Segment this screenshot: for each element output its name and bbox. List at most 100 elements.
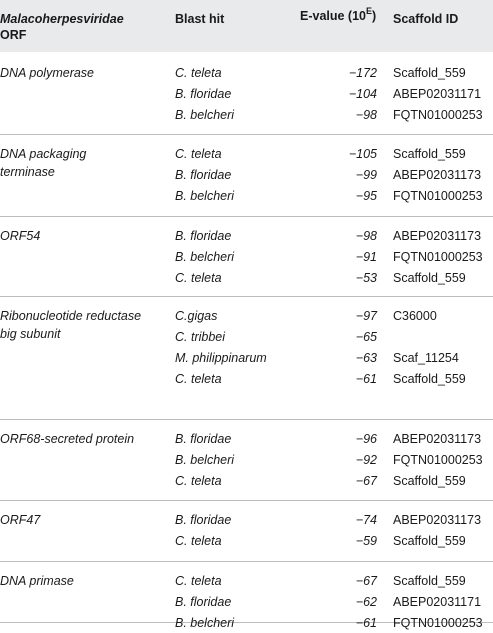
orf-name-line: ORF47 (0, 513, 41, 527)
orf-name-line: big subunit (0, 327, 61, 341)
table-row: C. teleta −59 Scaffold_559 (0, 531, 493, 551)
table-group: ORF68-secreted protein B. floridae −96 ABEP… (0, 419, 493, 501)
blast-hit-cell: C. teleta (175, 574, 222, 588)
evalue-cell: −95 (355, 189, 377, 203)
orf-name-line: DNA polymerase (0, 66, 95, 80)
blast-hit-cell: C. teleta (175, 534, 222, 548)
evalue-cell: −65 (355, 330, 377, 344)
header-evalue-sup: E (366, 5, 373, 16)
header-evalue: E-value (10E) (300, 5, 376, 24)
table-row: C. teleta −105 Scaffold_559 (0, 144, 493, 164)
blast-hit-cell: B. belcheri (175, 616, 235, 630)
scaffold-id-cell: FQTN01000253 (393, 108, 483, 122)
blast-hit-cell: C. teleta (175, 474, 222, 488)
table-row: B. floridae −99 ABEP02031173 (0, 165, 493, 185)
scaffold-id-cell: Scaffold_559 (393, 271, 466, 285)
blast-hit-cell: B. floridae (175, 432, 232, 446)
orf-name: Ribonucleotide reductase big subunit (0, 307, 170, 343)
scaffold-id-cell: FQTN01000253 (393, 189, 483, 203)
blast-hit-cell: B. floridae (175, 168, 232, 182)
table-group: ORF47 B. floridae −74 ABEP02031173 C. teleta… (0, 500, 493, 562)
table-row: C. teleta −67 Scaffold_559 (0, 571, 493, 591)
table-row: C. teleta −67 Scaffold_559 (0, 471, 493, 491)
evalue-cell: −105 (348, 147, 377, 161)
scaffold-id-cell: Scaffold_559 (393, 574, 466, 588)
header-scaffold-id: Scaffold ID (393, 12, 459, 26)
scaffold-id-cell: Scaffold_559 (393, 66, 466, 80)
scaffold-id-cell: ABEP02031171 (393, 87, 482, 101)
table-row: B. belcheri −91 FQTN01000253 (0, 247, 493, 267)
orf-name-line: ORF54 (0, 229, 41, 243)
scaffold-id-cell: ABEP02031171 (393, 595, 482, 609)
evalue-cell: −92 (355, 453, 377, 467)
table-row: C. teleta −172 Scaffold_559 (0, 63, 493, 83)
evalue-cell: −59 (355, 534, 377, 548)
scaffold-id-cell: Scaf_11254 (393, 351, 459, 365)
blast-hit-cell: B. floridae (175, 87, 232, 101)
evalue-cell: −67 (355, 474, 377, 488)
scaffold-id-cell: FQTN01000253 (393, 616, 483, 630)
table-row: C.gigas −97 C36000 (0, 306, 493, 326)
table-row: B. floridae −96 ABEP02031173 (0, 429, 493, 449)
orf-name-line: ORF68-secreted protein (0, 432, 135, 446)
table-row: B. belcheri −92 FQTN01000253 (0, 450, 493, 470)
table-row: M. philippinarum −63 Scaf_11254 (0, 348, 493, 368)
orf-name-line: terminase (0, 165, 55, 179)
blast-hit-cell: C. teleta (175, 66, 222, 80)
table-row: B. belcheri −61 FQTN01000253 (0, 613, 493, 633)
blast-hit-cell: B. belcheri (175, 108, 235, 122)
orf-name: ORF54 (0, 227, 170, 245)
orf-name-line: Ribonucleotide reductase (0, 309, 142, 323)
blast-hit-cell: B. floridae (175, 513, 232, 527)
evalue-cell: −62 (355, 595, 377, 609)
orf-name-line: DNA packaging (0, 147, 87, 161)
evalue-cell: −63 (355, 351, 377, 365)
table-row: C. tribbei −65 (0, 327, 493, 347)
table-group: Ribonucleotide reductase big subunit C.gig… (0, 296, 493, 420)
table-row: B. floridae −62 ABEP02031171 (0, 592, 493, 612)
table-group: DNA polymerase C. teleta −172 Scaffold_559 B… (0, 53, 493, 135)
blast-hit-cell: C. tribbei (175, 330, 226, 344)
scaffold-id-cell: Scaffold_559 (393, 474, 466, 488)
blast-hit-cell: B. floridae (175, 595, 232, 609)
evalue-cell: −53 (355, 271, 377, 285)
evalue-cell: −74 (355, 513, 377, 527)
blast-hit-cell: C. teleta (175, 147, 222, 161)
evalue-cell: −96 (355, 432, 377, 446)
evalue-cell: −61 (355, 372, 377, 386)
blast-hit-cell: C. teleta (175, 271, 222, 285)
orf-name: DNA primase (0, 572, 170, 590)
blast-hit-cell: M. philippinarum (175, 351, 267, 365)
orf-name: DNA packaging terminase (0, 145, 170, 181)
scaffold-id-cell: ABEP02031173 (393, 168, 482, 182)
header-blast-hit: Blast hit (175, 12, 225, 26)
scaffold-id-cell: Scaffold_559 (393, 372, 466, 386)
blast-hit-cell: B. floridae (175, 229, 232, 243)
scaffold-id-cell: ABEP02031173 (393, 229, 482, 243)
header-orf-label: ORF (0, 28, 27, 42)
table-row: B. floridae −104 ABEP02031171 (0, 84, 493, 104)
blast-hit-cell: B. belcheri (175, 250, 235, 264)
scaffold-id-cell: FQTN01000253 (393, 453, 483, 467)
scaffold-id-cell: FQTN01000253 (393, 250, 483, 264)
table-row: B. belcheri −95 FQTN01000253 (0, 186, 493, 206)
evalue-cell: −98 (355, 108, 377, 122)
blast-hit-cell: C.gigas (175, 309, 218, 323)
table-row: C. teleta −61 Scaffold_559 (0, 369, 493, 389)
orf-name: ORF68-secreted protein (0, 430, 170, 448)
scaffold-id-cell: ABEP02031173 (393, 513, 482, 527)
evalue-cell: −99 (355, 168, 377, 182)
blast-hit-cell: C. teleta (175, 372, 222, 386)
table-group: DNA primase C. teleta −67 Scaffold_559 B. fl… (0, 561, 493, 630)
table-row: C. teleta −53 Scaffold_559 (0, 268, 493, 288)
table-row: B. floridae −74 ABEP02031173 (0, 510, 493, 530)
header-evalue-text: E-value (10 (300, 9, 367, 23)
scaffold-id-cell: C36000 (393, 309, 437, 323)
evalue-cell: −67 (355, 574, 377, 588)
table-group: DNA packaging terminase C. teleta −105 Scaff… (0, 134, 493, 217)
table-group: ORF54 B. floridae −98 ABEP02031173 B. belche… (0, 216, 493, 297)
header-orf: Malacoherpesviridae ORF (0, 11, 165, 43)
blast-hit-cell: B. belcheri (175, 189, 235, 203)
evalue-cell: −98 (355, 229, 377, 243)
